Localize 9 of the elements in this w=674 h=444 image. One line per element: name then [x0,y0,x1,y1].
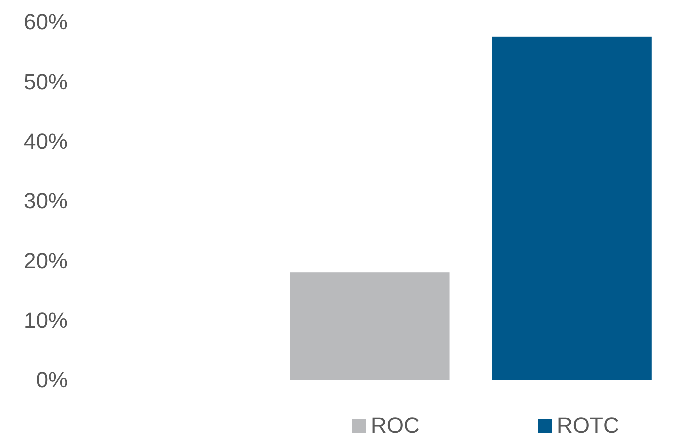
y-tick-label: 30% [24,188,68,214]
y-tick-label: 20% [24,248,68,274]
y-tick-label: 60% [24,10,68,35]
y-tick-label: 0% [36,368,68,393]
y-tick-label: 10% [24,308,68,334]
legend-label: ROC [371,413,420,438]
y-tick-label: 40% [24,129,68,154]
legend-label: ROTC [557,413,620,438]
y-tick-label: 50% [24,69,68,94]
